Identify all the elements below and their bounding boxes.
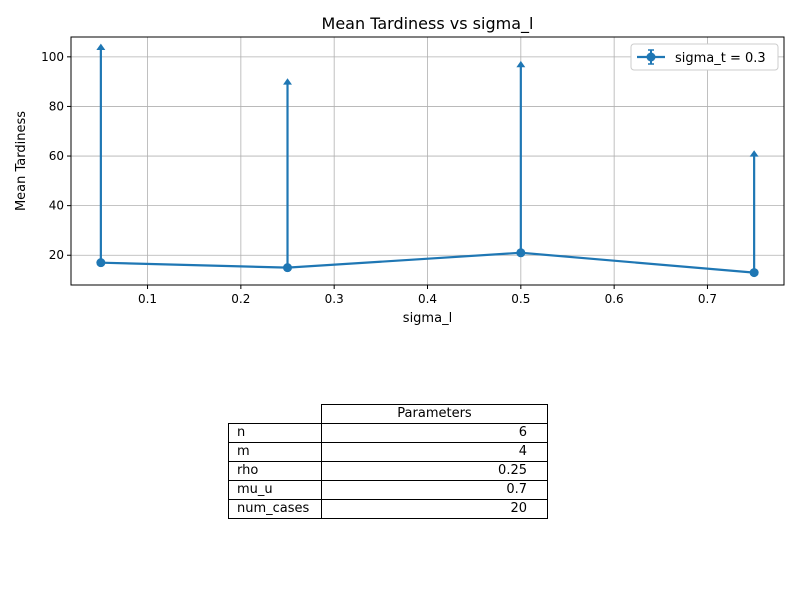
table-row: n 6 <box>228 423 548 443</box>
y-axis-label: Mean Tardiness <box>14 111 29 211</box>
table-row: mu_u 0.7 <box>228 480 548 500</box>
y-tick-label: 20 <box>49 248 64 262</box>
table-row-key: num_cases <box>228 499 322 519</box>
table-row-value: 6 <box>321 423 548 443</box>
legend: sigma_t = 0.3 <box>630 43 779 71</box>
error-bar-arrow <box>749 150 759 157</box>
x-tick-label: 0.2 <box>231 292 250 306</box>
error-bar-arrow <box>96 43 106 50</box>
table-row-value: 4 <box>321 442 548 462</box>
chart-title: Mean Tardiness vs sigma_l <box>322 14 534 34</box>
table-corner-cell <box>229 405 322 424</box>
error-bar-arrow <box>283 78 292 85</box>
table-row-value: 20 <box>321 499 548 519</box>
x-tick-label: 0.4 <box>418 292 437 306</box>
plot-frame <box>70 36 785 286</box>
x-tick-label: 0.3 <box>325 292 344 306</box>
parameters-table: Parameters n 6 m 4 rho 0.25 mu_u 0.7 num… <box>228 404 548 519</box>
x-axis-ticks: 0.1 0.2 0.3 0.4 0.5 0.6 0.7 <box>138 285 717 306</box>
table-row: m 4 <box>228 442 548 462</box>
error-bar-arrow <box>516 60 526 68</box>
series-line <box>100 251 755 274</box>
legend-box <box>630 43 779 71</box>
y-tick-label: 80 <box>49 99 64 113</box>
table-row-key: rho <box>228 461 322 481</box>
legend-marker <box>646 52 656 62</box>
table-row: num_cases 20 <box>228 499 548 519</box>
y-tick-label: 40 <box>49 199 64 213</box>
y-axis-ticks: 20 40 60 80 100 <box>41 50 71 262</box>
table-header-row: Parameters <box>229 404 548 424</box>
y-tick-label: 100 <box>41 50 64 64</box>
table-row: rho 0.25 <box>228 461 548 481</box>
x-axis-label: sigma_l <box>403 311 452 326</box>
series-group <box>96 43 759 278</box>
table-column-header: Parameters <box>321 404 548 424</box>
x-tick-label: 0.1 <box>138 292 157 306</box>
x-tick-label: 0.7 <box>698 292 717 306</box>
data-point <box>516 248 526 258</box>
table-row-value: 0.7 <box>321 480 548 500</box>
x-tick-label: 0.5 <box>511 292 530 306</box>
x-tick-label: 0.6 <box>605 292 624 306</box>
grid-lines <box>71 37 784 285</box>
table-row-value: 0.25 <box>321 461 548 481</box>
legend-label: sigma_t = 0.3 <box>675 51 766 66</box>
table-row-key: n <box>228 423 322 443</box>
data-point <box>749 268 759 278</box>
table-row-key: mu_u <box>228 480 322 500</box>
data-point <box>283 263 293 273</box>
y-tick-label: 60 <box>49 149 64 163</box>
data-point <box>96 258 106 268</box>
table-row-key: m <box>228 442 322 462</box>
